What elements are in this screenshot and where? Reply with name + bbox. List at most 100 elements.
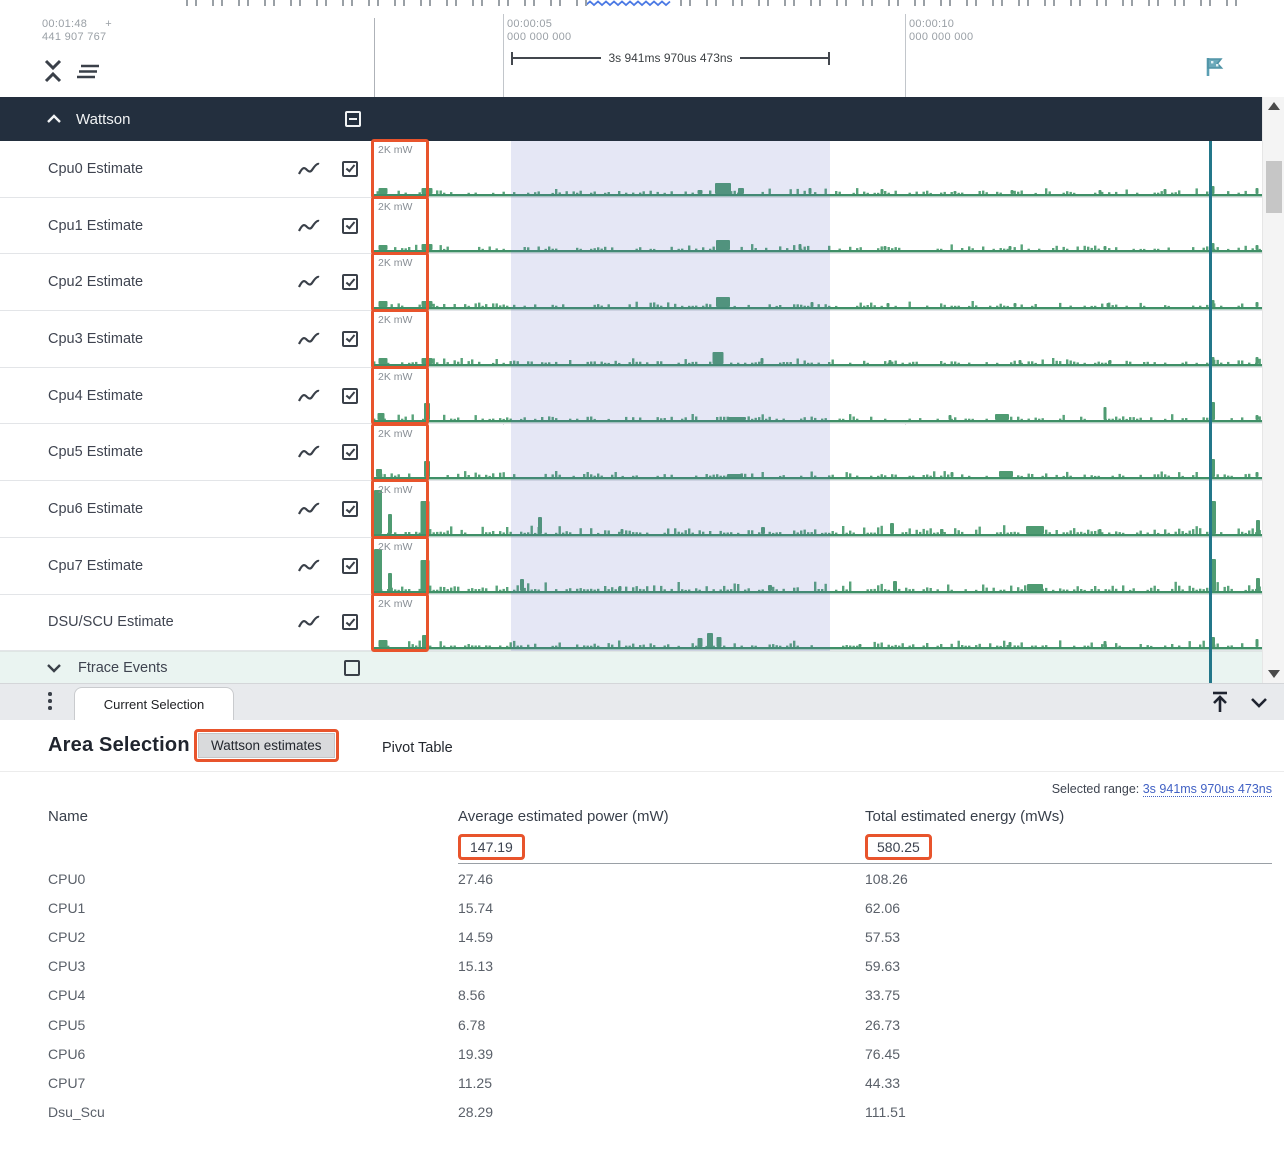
track-row-cpu0-estimate[interactable]: Cpu0 Estimate 2K mW: [0, 139, 1262, 199]
track-row-cpu3-estimate[interactable]: Cpu3 Estimate 2K mW: [0, 309, 1262, 369]
track-visibility-checkbox[interactable]: [342, 387, 358, 404]
timeline-ruler: 00:01:48 + 441 907 767 00:00:05 000 000 0…: [0, 9, 1284, 97]
table-row-cpu4: CPU4 8.56 33.75: [48, 981, 1272, 1010]
track-canvas[interactable]: 2K mW: [371, 535, 1262, 596]
chevron-down-icon: [47, 663, 61, 673]
table-row-cpu2: CPU2 14.59 57.53: [48, 922, 1272, 951]
track-canvas[interactable]: 2K mW: [371, 309, 1262, 369]
text-tick: [1226, 0, 1228, 6]
text-tick: [1053, 0, 1055, 6]
details-tab-bar: Current Selection: [0, 683, 1284, 721]
track-visibility-checkbox[interactable]: [342, 330, 358, 347]
text-tick: [481, 0, 483, 6]
track-row-dsu-scu-estimate[interactable]: DSU/SCU Estimate 2K mW: [0, 592, 1262, 653]
track-group-ftrace-events[interactable]: Ftrace Events: [0, 651, 1262, 683]
text-tick: [1131, 0, 1133, 6]
table-row-dsu_scu: Dsu_Scu 28.29 111.51: [48, 1098, 1272, 1127]
line-chart-icon: [298, 446, 320, 458]
text-tick: [1018, 0, 1020, 6]
track-visibility-checkbox[interactable]: [342, 501, 358, 518]
track-visibility-checkbox[interactable]: [342, 444, 358, 461]
track-visibility-checkbox[interactable]: [342, 160, 358, 177]
cell-name: CPU4: [48, 987, 86, 1004]
track-canvas[interactable]: 2K mW: [371, 479, 1262, 539]
text-tick: [975, 0, 977, 6]
table-row-cpu5: CPU5 6.78 26.73: [48, 1010, 1272, 1039]
track-row-cpu2-estimate[interactable]: Cpu2 Estimate 2K mW: [0, 252, 1262, 313]
tab-wattson-estimates[interactable]: Wattson estimates: [198, 733, 335, 758]
group-visibility-checkbox[interactable]: [344, 659, 360, 676]
text-tick: [1157, 0, 1159, 6]
track-visibility-checkbox[interactable]: [342, 557, 358, 574]
line-chart-icon: [298, 616, 320, 628]
cell-name: CPU2: [48, 928, 86, 945]
selected-range-link[interactable]: 3s 941ms 970us 473ns: [1142, 782, 1272, 797]
track-shell: DSU/SCU Estimate: [0, 595, 373, 651]
track-shell: Cpu4 Estimate: [0, 368, 373, 424]
track-canvas[interactable]: 2K mW: [371, 252, 1262, 313]
track-canvas[interactable]: 2K mW: [371, 139, 1262, 199]
cell-avg-power: 27.46: [458, 870, 494, 887]
cell-total-energy: 44.33: [865, 1074, 901, 1091]
flag-button[interactable]: [1203, 55, 1227, 82]
track-row-cpu4-estimate[interactable]: Cpu4 Estimate 2K mW: [0, 365, 1262, 426]
track-group-wattson[interactable]: Wattson: [0, 97, 1262, 141]
annotation-box: Wattson estimates: [194, 729, 339, 762]
line-chart-icon: [298, 389, 320, 402]
track-row-cpu7-estimate[interactable]: Cpu7 Estimate 2K mW: [0, 535, 1262, 596]
collapse-panel-button[interactable]: [1248, 689, 1270, 718]
text-tick: [550, 0, 552, 6]
track-title: Cpu5 Estimate: [48, 444, 144, 461]
track-visibility-checkbox[interactable]: [342, 217, 358, 234]
vertical-scrollbar[interactable]: [1262, 97, 1284, 683]
track-title: Cpu6 Estimate: [48, 501, 144, 518]
text-tick: [446, 0, 448, 6]
text-tick: [472, 0, 474, 6]
collapse-all-button[interactable]: [42, 57, 64, 88]
track-visibility-checkbox[interactable]: [342, 614, 358, 631]
dock-panel-button[interactable]: [1208, 689, 1232, 718]
scrollbar-thumb[interactable]: [1266, 161, 1282, 213]
track-row-cpu5-estimate[interactable]: Cpu5 Estimate 2K mW: [0, 422, 1262, 483]
text-tick: [845, 0, 847, 6]
text-tick: [689, 0, 691, 6]
track-row-cpu6-estimate[interactable]: Cpu6 Estimate 2K mW: [0, 479, 1262, 539]
track-visibility-checkbox[interactable]: [342, 274, 358, 291]
line-chart-icon: [298, 276, 320, 288]
track-canvas[interactable]: 2K mW: [371, 422, 1262, 483]
cell-total-energy: 26.73: [865, 1016, 901, 1033]
cell-name: CPU1: [48, 899, 86, 916]
gridline-10s-ruler: [905, 14, 906, 97]
total-avg-power: 147.19: [458, 834, 525, 860]
spellcheck-squiggle: [586, 0, 671, 7]
scroll-down-arrow[interactable]: [1268, 670, 1280, 678]
track-scale-label: 2K mW: [378, 257, 413, 270]
text-tick: [377, 0, 379, 6]
timeline-tracks: Wattson Cpu0 Estimate 2K mW Cpu1 Estimat…: [0, 97, 1284, 683]
group-visibility-checkbox[interactable]: [345, 111, 361, 127]
text-tick: [1001, 0, 1003, 6]
group-title: Wattson: [76, 110, 131, 128]
track-scale-label: 2K mW: [378, 597, 413, 610]
vertical-dots-menu[interactable]: [48, 692, 52, 710]
track-shell: Cpu6 Estimate: [0, 481, 373, 537]
track-canvas[interactable]: 2K mW: [371, 365, 1262, 426]
selection-duration-label: 3s 941ms 970us 473ns: [608, 51, 733, 65]
track-list-button[interactable]: [74, 62, 102, 85]
text-tick: [524, 0, 526, 6]
text-tick: [810, 0, 812, 6]
text-tick: [1183, 0, 1185, 6]
tab-current-selection[interactable]: Current Selection: [74, 687, 234, 721]
track-shell: Cpu3 Estimate: [0, 311, 373, 367]
cell-name: CPU0: [48, 870, 86, 887]
track-scale-label: 2K mW: [378, 144, 413, 156]
text-tick: [212, 0, 214, 6]
text-tick: [290, 0, 292, 6]
text-tick: [1070, 0, 1072, 6]
power-waveform: [373, 351, 1262, 367]
tab-pivot-table[interactable]: Pivot Table: [382, 740, 453, 756]
track-row-cpu1-estimate[interactable]: Cpu1 Estimate 2K mW: [0, 195, 1262, 256]
track-canvas[interactable]: 2K mW: [371, 592, 1262, 653]
track-canvas[interactable]: 2K mW: [371, 195, 1262, 256]
scroll-up-arrow[interactable]: [1268, 102, 1280, 110]
